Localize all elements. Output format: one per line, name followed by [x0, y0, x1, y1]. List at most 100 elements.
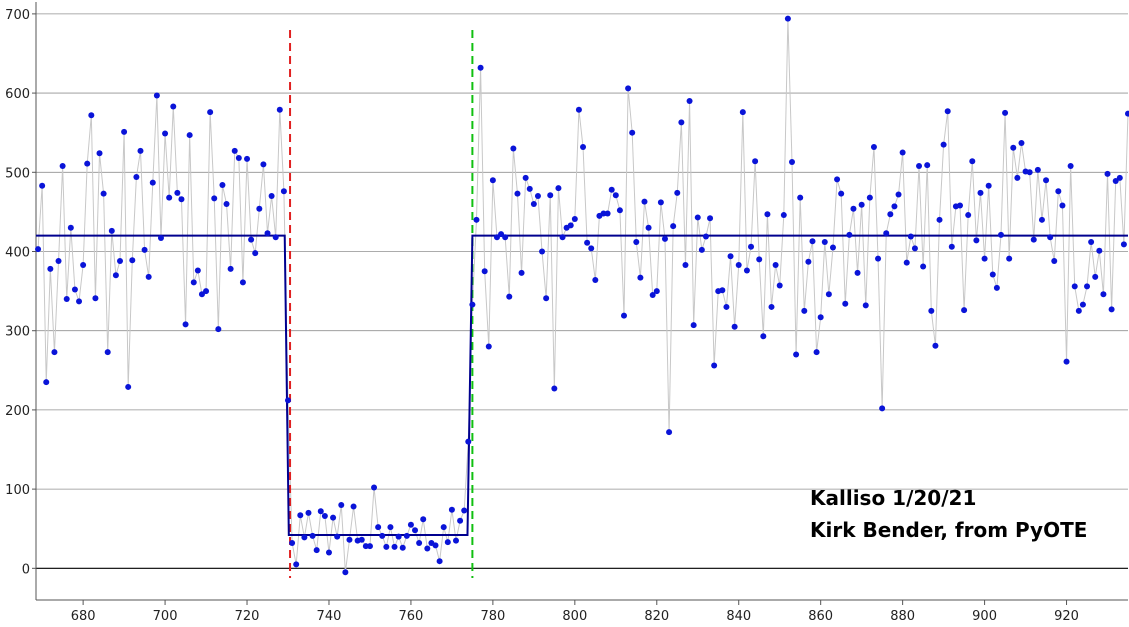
data-point [391, 543, 398, 550]
data-point [985, 182, 992, 189]
data-point [993, 284, 1000, 291]
data-point [629, 129, 636, 136]
data-point [694, 214, 701, 221]
data-point [756, 256, 763, 263]
data-point [719, 287, 726, 294]
data-point [657, 199, 664, 206]
data-point [215, 326, 222, 333]
x-tick-label-720: 720 [235, 609, 260, 624]
data-point [977, 189, 984, 196]
data-point [59, 162, 66, 169]
y-axis-ticks: 0 100 200 300 400 500 600 700 [5, 8, 36, 577]
data-point [1108, 306, 1115, 313]
data-point [936, 216, 943, 223]
data-point [731, 323, 738, 330]
data-point [514, 190, 521, 197]
data-point [71, 286, 78, 293]
data-point [178, 196, 185, 203]
data-point [1092, 273, 1099, 280]
data-point [633, 238, 640, 245]
data-point [350, 503, 357, 510]
x-tick-label-760: 760 [399, 609, 424, 624]
data-point [239, 279, 246, 286]
data-point [473, 216, 480, 223]
data-point [752, 158, 759, 165]
data-point [309, 532, 316, 539]
data-point [375, 524, 382, 531]
x-axis-ticks: 680 700 720 740 760 780 800 820 840 860 880 900 920 [71, 600, 1079, 624]
y-tick-label-300: 300 [5, 325, 30, 340]
data-point [1088, 238, 1095, 245]
data-point [1112, 178, 1119, 185]
data-point [1018, 139, 1025, 146]
data-point [313, 547, 320, 554]
data-point [858, 201, 865, 208]
data-point [534, 193, 541, 200]
data-point [575, 106, 582, 113]
data-point [567, 222, 574, 229]
x-tick-label-700: 700 [153, 609, 178, 624]
data-point [895, 191, 902, 198]
data-point [645, 224, 652, 231]
data-point [252, 250, 259, 257]
data-point [903, 259, 910, 266]
data-point [465, 438, 472, 445]
annotation-line-2: Kirk Bender, from PyOTE [810, 518, 1087, 542]
data-point [1034, 166, 1041, 173]
data-point [223, 200, 230, 207]
data-point [506, 293, 513, 300]
data-point [588, 245, 595, 252]
data-point [63, 296, 70, 303]
data-point [420, 516, 427, 523]
data-point [698, 246, 705, 253]
x-tick-label-780: 780 [480, 609, 505, 624]
data-point [875, 255, 882, 262]
data-point [743, 267, 750, 274]
data-point [1125, 110, 1129, 117]
data-point [1079, 301, 1086, 308]
y-tick-label-100: 100 [5, 483, 30, 498]
data-point [813, 349, 820, 356]
data-point [145, 273, 152, 280]
data-point [838, 190, 845, 197]
data-point [584, 239, 591, 246]
x-tick-label-740: 740 [317, 609, 342, 624]
data-point [1047, 234, 1054, 241]
data-point [530, 200, 537, 207]
data-point [801, 307, 808, 314]
data-point [293, 561, 300, 568]
data-point [1071, 283, 1078, 290]
data-point [784, 15, 791, 22]
data-point [84, 160, 91, 167]
data-point [682, 261, 689, 268]
data-point [678, 119, 685, 126]
data-point [735, 261, 742, 268]
data-point [879, 405, 886, 412]
data-point [211, 195, 218, 202]
x-tick-label-860: 860 [808, 609, 833, 624]
data-point [911, 245, 918, 252]
data-point [928, 307, 935, 314]
data-point [235, 155, 242, 162]
data-point [690, 322, 697, 329]
x-tick-label-920: 920 [1054, 609, 1079, 624]
data-point [379, 532, 386, 539]
data-point [772, 261, 779, 268]
data-point [805, 258, 812, 265]
data-point [940, 141, 947, 148]
data-point [166, 194, 173, 201]
data-point [260, 161, 267, 168]
data-point [817, 314, 824, 321]
data-point [489, 177, 496, 184]
x-tick-label-680: 680 [71, 609, 96, 624]
data-point [334, 533, 341, 540]
data-point [1120, 241, 1127, 248]
data-point [92, 295, 99, 302]
data-point [707, 215, 714, 222]
y-tick-label-200: 200 [5, 404, 30, 419]
data-point [117, 258, 123, 265]
data-point [108, 227, 115, 234]
data-point [797, 194, 804, 201]
data-point [424, 545, 431, 552]
data-point [227, 265, 234, 272]
